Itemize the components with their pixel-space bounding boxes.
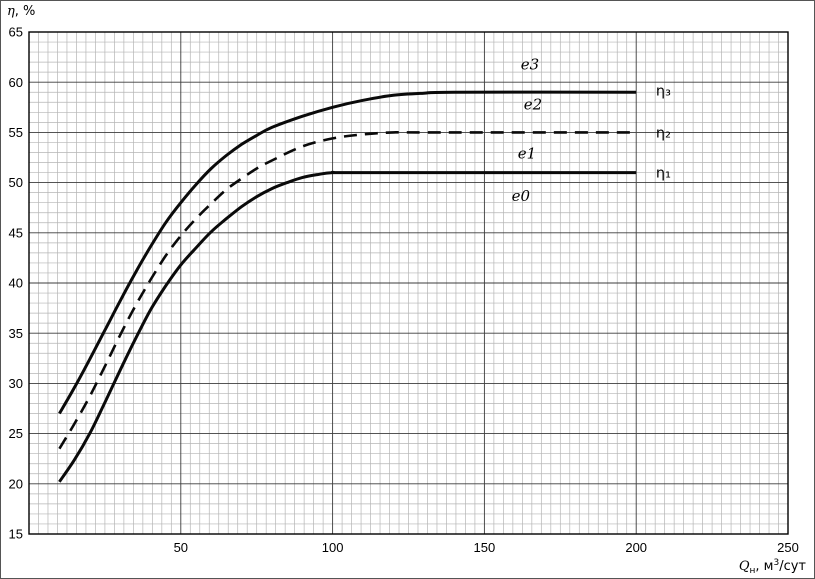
y-tick-label: 30 — [9, 376, 23, 391]
y-tick-label: 45 — [9, 225, 23, 240]
zone-label: e2 — [524, 96, 542, 114]
y-axis-unit: , % — [14, 4, 36, 19]
zone-label: e3 — [521, 55, 539, 73]
y-axis-title: η, % — [7, 4, 35, 19]
curve-id-label: η₁ — [656, 166, 671, 182]
series-curve-3 — [58, 90, 637, 415]
y-tick-label: 40 — [9, 276, 23, 291]
x-tick-label: 150 — [474, 540, 496, 555]
y-tick-label: 20 — [9, 476, 23, 491]
x-axis-subscript: н — [749, 566, 756, 576]
y-tick-label: 65 — [9, 25, 23, 40]
y-tick-label: 50 — [9, 175, 23, 190]
x-tick-label: 250 — [777, 540, 799, 555]
x-axis-title: Qн, м3/сут — [739, 558, 806, 576]
y-tick-label: 15 — [9, 527, 23, 542]
y-tick-label: 35 — [9, 326, 23, 341]
y-axis-symbol: η — [7, 4, 15, 19]
x-tick-label: 100 — [322, 540, 344, 555]
x-axis-symbol: Q — [738, 559, 750, 574]
plot-border — [28, 31, 789, 535]
series-curve-1 — [58, 170, 637, 483]
y-tick-label: 25 — [9, 426, 23, 441]
x-axis-unit-pre: , м — [755, 559, 774, 574]
curve-id-label: η₂ — [656, 125, 671, 141]
zone-label: e1 — [518, 145, 536, 163]
x-tick-label: 50 — [174, 540, 188, 555]
series-curve-2 — [58, 130, 637, 450]
zone-label: e0 — [512, 187, 531, 205]
x-tick-label: 200 — [625, 540, 647, 555]
x-axis-unit-post: /сут — [779, 559, 806, 574]
curve-id-label: η₃ — [656, 83, 671, 99]
y-tick-label: 55 — [9, 125, 23, 140]
x-axis-superscript: 3 — [773, 558, 780, 568]
y-tick-label: 60 — [9, 75, 23, 90]
